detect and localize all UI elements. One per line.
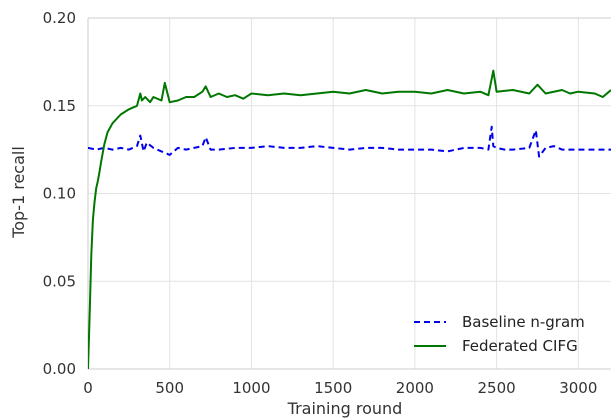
legend-label: Federated CIFG <box>462 337 578 355</box>
series-line-federated-cifg <box>88 69 611 370</box>
x-tick-label: 500 <box>155 379 184 397</box>
series-group <box>88 69 611 370</box>
x-tick-label: 1500 <box>314 379 352 397</box>
x-tick-label: 0 <box>83 379 93 397</box>
axes <box>87 17 611 370</box>
x-tick-label: 1000 <box>232 379 270 397</box>
x-tick-label: 2000 <box>396 379 434 397</box>
y-axis-label: Top-1 recall <box>9 146 28 239</box>
x-tick-label: 2500 <box>478 379 516 397</box>
y-tick-label: 0.05 <box>43 272 76 290</box>
series-line-baseline-n-gram <box>88 125 611 158</box>
legend: Baseline n-gram Federated CIFG <box>414 313 585 355</box>
tick-labels: 0 500 1000 1500 2000 2500 3000 0.00 0.05 0.10 0.15… <box>43 9 598 397</box>
y-tick-label: 0.00 <box>43 360 76 378</box>
legend-label: Baseline n-gram <box>462 313 585 331</box>
x-axis-label: Training round <box>287 399 403 418</box>
y-tick-label: 0.10 <box>43 185 76 203</box>
y-tick-label: 0.15 <box>43 97 76 115</box>
x-tick-label: 3000 <box>559 379 597 397</box>
y-tick-label: 0.20 <box>43 9 76 27</box>
